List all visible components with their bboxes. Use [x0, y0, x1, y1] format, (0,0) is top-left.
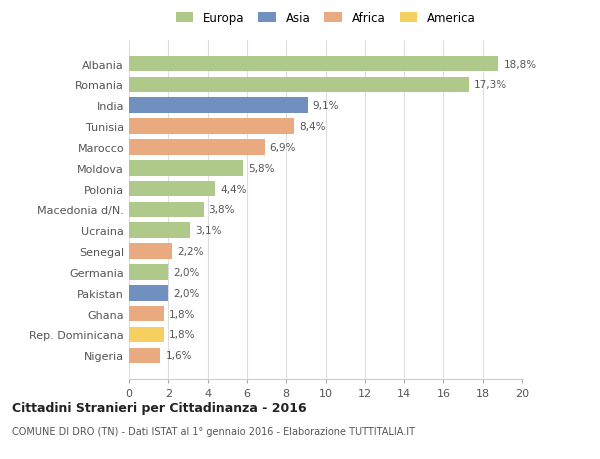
Bar: [129, 327, 164, 342]
Text: 2,2%: 2,2%: [177, 246, 203, 257]
Bar: [129, 264, 168, 280]
Text: 1,8%: 1,8%: [169, 309, 196, 319]
Bar: [129, 140, 265, 156]
Text: 3,1%: 3,1%: [195, 226, 221, 236]
Text: 2,0%: 2,0%: [173, 288, 200, 298]
Text: Cittadini Stranieri per Cittadinanza - 2016: Cittadini Stranieri per Cittadinanza - 2…: [12, 401, 307, 414]
Bar: [129, 181, 215, 197]
Bar: [129, 98, 308, 114]
Text: 9,1%: 9,1%: [313, 101, 339, 111]
Text: 3,8%: 3,8%: [209, 205, 235, 215]
Bar: [129, 202, 203, 218]
Bar: [129, 348, 160, 364]
Bar: [129, 306, 164, 322]
Bar: [129, 78, 469, 93]
Text: COMUNE DI DRO (TN) - Dati ISTAT al 1° gennaio 2016 - Elaborazione TUTTITALIA.IT: COMUNE DI DRO (TN) - Dati ISTAT al 1° ge…: [12, 426, 415, 436]
Bar: [129, 56, 499, 72]
Text: 5,8%: 5,8%: [248, 163, 274, 174]
Text: 1,6%: 1,6%: [166, 351, 192, 360]
Text: 4,4%: 4,4%: [220, 184, 247, 194]
Bar: [129, 161, 243, 176]
Bar: [129, 285, 168, 301]
Bar: [129, 119, 294, 134]
Text: 6,9%: 6,9%: [269, 143, 296, 152]
Text: 8,4%: 8,4%: [299, 122, 325, 132]
Bar: [129, 223, 190, 239]
Text: 2,0%: 2,0%: [173, 268, 200, 277]
Legend: Europa, Asia, Africa, America: Europa, Asia, Africa, America: [172, 8, 479, 28]
Text: 1,8%: 1,8%: [169, 330, 196, 340]
Text: 17,3%: 17,3%: [474, 80, 507, 90]
Bar: [129, 244, 172, 259]
Text: 18,8%: 18,8%: [503, 60, 536, 69]
